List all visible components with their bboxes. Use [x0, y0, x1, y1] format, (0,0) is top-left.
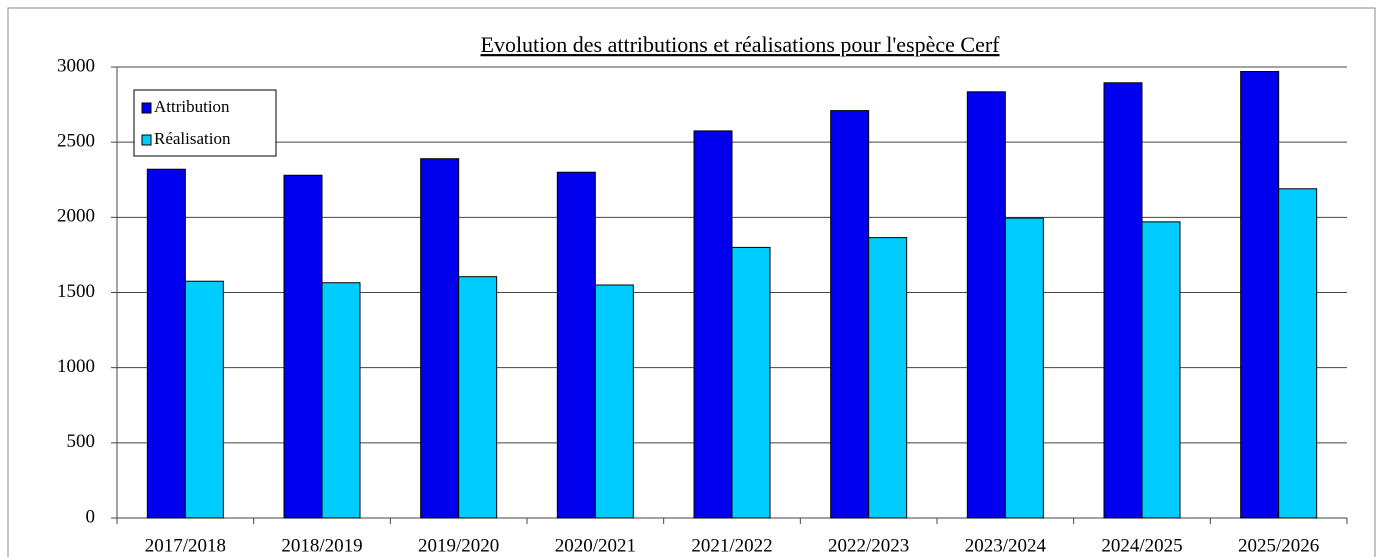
- bar: [184, 280, 224, 519]
- legend-swatch: [141, 102, 152, 114]
- bar: [594, 284, 634, 519]
- bar: [1278, 188, 1318, 519]
- y-tick-label: 500: [67, 431, 96, 452]
- legend-swatch: [141, 134, 152, 146]
- bar: [1240, 71, 1280, 519]
- y-tick-label: 1500: [57, 281, 95, 302]
- bar: [1141, 221, 1181, 519]
- y-tick-label: 1000: [57, 356, 95, 377]
- legend-label: Attribution: [154, 97, 230, 116]
- bar: [693, 130, 733, 519]
- legend-box: [133, 89, 277, 157]
- x-tick-label: 2024/2025: [1101, 535, 1182, 556]
- bar: [146, 168, 186, 519]
- legend-label: Réalisation: [154, 129, 231, 148]
- y-tick-label: 2000: [57, 206, 95, 227]
- bar: [321, 282, 361, 519]
- x-tick-label: 2019/2020: [418, 535, 499, 556]
- x-tick-label: 2020/2021: [555, 535, 636, 556]
- bar: [731, 246, 771, 519]
- y-tick-label: 0: [86, 506, 96, 527]
- x-tick-label: 2022/2023: [828, 535, 909, 556]
- bar: [556, 171, 596, 519]
- bar: [1004, 217, 1044, 519]
- bar: [420, 158, 460, 519]
- bar: [458, 276, 498, 519]
- bar: [830, 110, 870, 519]
- chart-title: Evolution des attributions et réalisatio…: [481, 32, 1001, 57]
- x-tick-label: 2017/2018: [145, 535, 226, 556]
- y-tick-label: 2500: [57, 131, 95, 152]
- x-tick-label: 2018/2019: [281, 535, 362, 556]
- bar: [966, 91, 1006, 519]
- x-tick-label: 2021/2022: [691, 535, 772, 556]
- bar: [868, 237, 908, 519]
- bar: [283, 174, 323, 519]
- bar: [1103, 82, 1143, 519]
- x-tick-label: 2023/2024: [965, 535, 1047, 556]
- x-tick-label: 2025/2026: [1238, 535, 1319, 556]
- y-tick-label: 3000: [57, 55, 95, 76]
